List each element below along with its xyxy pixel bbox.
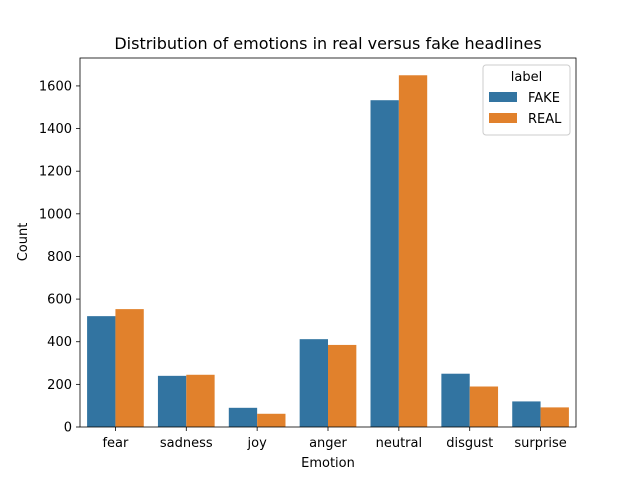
y-tick-label-1200: 1200 — [39, 165, 72, 180]
legend-label-real: REAL — [528, 112, 562, 127]
y-axis-title: Count — [16, 223, 31, 262]
axes-layer: fear sadness joy anger neutral disgust surpris… — [39, 57, 577, 451]
bar-real-sadness — [186, 374, 215, 427]
x-tick-label-surprise: surprise — [514, 436, 566, 451]
legend: label FAKE REAL — [482, 64, 571, 136]
legend-label-fake: FAKE — [528, 91, 560, 106]
chart-title: Distribution of emotions in real versus … — [114, 34, 541, 53]
y-tick-label-1600: 1600 — [39, 79, 72, 94]
legend-title: label — [511, 70, 542, 85]
x-tick-label-fear: fear — [102, 436, 129, 451]
bar-real-surprise — [540, 407, 569, 427]
x-tick-label-neutral: neutral — [376, 436, 423, 451]
y-tick-label-1400: 1400 — [39, 122, 72, 137]
y-tick-label-0: 0 — [64, 421, 72, 436]
x-tick-label-sadness: sadness — [160, 436, 213, 451]
x-axis-title: Emotion — [301, 456, 355, 471]
legend-swatch-real — [489, 113, 517, 123]
y-tick-label-200: 200 — [47, 378, 72, 393]
bar-real-disgust — [469, 386, 499, 427]
bar-real-fear — [115, 309, 144, 427]
bar-fake-fear — [87, 316, 116, 427]
bar-fake-joy — [228, 407, 258, 427]
x-tick-label-joy: joy — [247, 436, 268, 451]
plot-frame — [79, 57, 577, 428]
y-tick-label-800: 800 — [47, 250, 72, 265]
x-tick-label-disgust: disgust — [446, 436, 493, 451]
legend-swatch-fake — [489, 92, 517, 102]
bar-fake-neutral — [370, 100, 399, 428]
bars-layer — [87, 75, 569, 428]
y-tick-label-600: 600 — [47, 293, 72, 308]
bar-fake-sadness — [157, 375, 187, 427]
y-tick-label-400: 400 — [47, 335, 72, 350]
bar-fake-anger — [299, 339, 328, 427]
x-tick-label-anger: anger — [309, 436, 347, 451]
bar-fake-disgust — [441, 373, 470, 427]
bar-real-joy — [257, 413, 286, 427]
bar-real-neutral — [398, 75, 428, 428]
bar-real-anger — [328, 344, 357, 427]
y-tick-label-1000: 1000 — [39, 207, 72, 222]
bar-fake-surprise — [512, 401, 541, 427]
